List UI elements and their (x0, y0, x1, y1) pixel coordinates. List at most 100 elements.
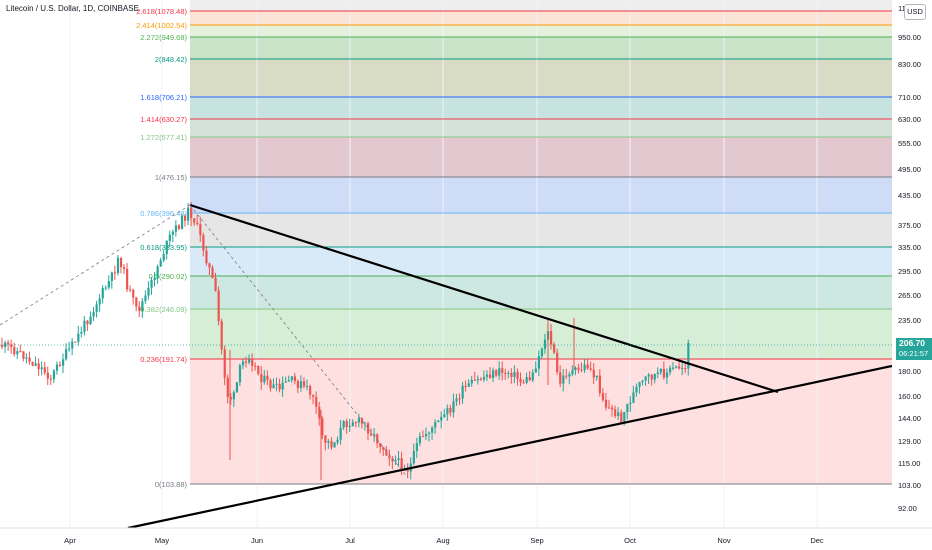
candle-body (632, 392, 635, 403)
candle-body (208, 263, 211, 268)
time-axis[interactable]: Apr May Jun Jul Aug Sep Oct Nov Dec (0, 527, 932, 550)
fib-anchor-line-right[interactable] (189, 204, 409, 479)
candle-body (150, 279, 153, 288)
price-tick-label: 710.00 (898, 93, 921, 102)
candle-body (16, 351, 19, 355)
fib-level-label: 2.272(949.68) (140, 33, 187, 42)
candle-body (351, 422, 354, 426)
candle-body (95, 304, 98, 312)
candle-body (562, 375, 565, 384)
price-tick-label: 335.00 (898, 243, 921, 252)
candle-body (290, 376, 293, 381)
candle-body (248, 359, 251, 363)
candle-body (333, 442, 336, 448)
candle-body (510, 372, 513, 378)
candle-body (299, 381, 303, 388)
candle-body (406, 469, 409, 472)
candle-body (446, 408, 449, 415)
candle-body (25, 357, 28, 359)
candle-body (7, 342, 10, 345)
candle-body (4, 342, 7, 347)
price-tick-label: 495.00 (898, 165, 921, 174)
candle-body (543, 339, 547, 349)
candle-body (476, 378, 479, 381)
bar-countdown: 06:21:57 (899, 349, 929, 358)
fib-level-label: 0.236(191.74) (140, 355, 187, 364)
price-tick-label: 630.00 (898, 115, 921, 124)
candle-body (266, 375, 269, 381)
candle-body (65, 349, 68, 360)
candle-body (495, 370, 498, 376)
candle-body (284, 381, 287, 383)
candlesticks (1, 201, 690, 480)
candle-body (241, 361, 245, 366)
fib-level-label: 0(103.88) (155, 480, 188, 489)
candle-body (52, 370, 56, 380)
candle-body (147, 287, 150, 296)
candle-body (232, 392, 235, 400)
candle-body (168, 234, 171, 241)
candle-body (184, 215, 187, 221)
candle-body (159, 260, 162, 267)
ascending-trendline[interactable] (127, 364, 893, 530)
candle-body (254, 365, 257, 367)
candle-body (626, 404, 629, 412)
candle-body (220, 321, 223, 350)
candle-body (611, 407, 614, 410)
month-label: Jul (345, 536, 355, 545)
candle-body (458, 398, 461, 400)
candle-body (492, 370, 495, 378)
candle-body (382, 447, 385, 450)
candle-body (607, 407, 611, 409)
candle-body (92, 311, 95, 317)
candle-body (360, 418, 364, 424)
candle-body (34, 363, 37, 366)
candle-body (467, 383, 470, 387)
fib-level-label: 1(476.15) (155, 173, 188, 182)
price-tick-label: 103.00 (898, 481, 921, 490)
month-label: Apr (64, 536, 76, 545)
fib-level-label: 1.272(577.41) (140, 133, 187, 142)
candle-body (312, 394, 315, 397)
fibonacci-zones (190, 0, 892, 484)
candle-body (473, 379, 476, 381)
current-price-badge: 206.70 06:21:57 (896, 338, 932, 360)
candle-body (519, 378, 522, 383)
candle-body (662, 368, 666, 378)
fib-zone (190, 0, 892, 11)
candle-body (116, 257, 120, 273)
candle-body (126, 268, 129, 290)
candle-body (1, 345, 4, 347)
candle-body (379, 443, 382, 448)
trend-drawings[interactable] (0, 203, 893, 530)
candle-body (263, 375, 266, 383)
candle-body (302, 381, 306, 387)
candle-body (272, 384, 275, 389)
candle-body (223, 349, 226, 378)
candle-body (620, 412, 623, 423)
price-tick-label: 555.00 (898, 139, 921, 148)
candle-body (559, 372, 562, 384)
candle-body (357, 418, 361, 423)
candle-body (62, 359, 65, 366)
candle-body (464, 385, 467, 387)
candle-body (412, 451, 415, 464)
candle-body (104, 287, 107, 289)
candle-body (162, 254, 165, 261)
candle-body (675, 366, 678, 368)
candle-body (321, 418, 324, 436)
candle-body (251, 359, 254, 366)
candle-body (534, 368, 537, 373)
fib-anchor-line-left[interactable] (0, 204, 191, 326)
candle-body (650, 374, 653, 380)
descending-trendline[interactable] (189, 203, 779, 394)
candle-body (586, 364, 589, 369)
candle-body (644, 376, 647, 381)
candle-body (293, 376, 296, 382)
price-axis[interactable]: 1110.00950.00830.00710.00630.00555.00495… (892, 0, 932, 550)
candle-body (367, 423, 370, 434)
candle-body (598, 375, 601, 394)
candle-body (245, 361, 248, 363)
currency-badge[interactable]: USD (904, 4, 926, 20)
